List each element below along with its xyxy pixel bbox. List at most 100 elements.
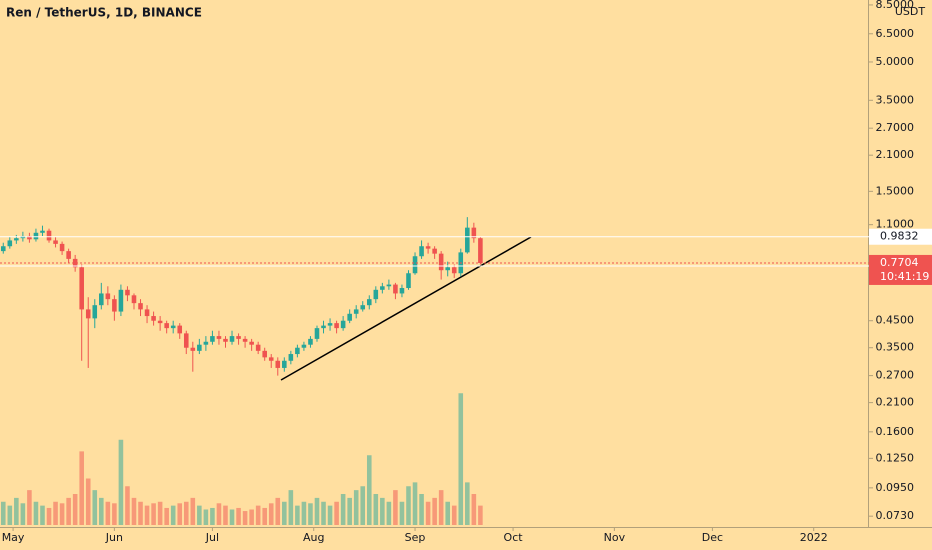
volume-bar <box>46 507 52 525</box>
candle-body <box>438 253 444 271</box>
volume-bar <box>373 494 379 525</box>
y-tick-label: 0.0950 <box>876 481 915 494</box>
last-price-box <box>869 254 932 285</box>
candle-body <box>99 293 104 306</box>
candle-body <box>112 299 117 312</box>
volume-bar <box>0 501 6 525</box>
price-level-label: 0.9832 <box>880 230 919 243</box>
y-tick-label: 3.5000 <box>876 93 915 106</box>
y-tick-label: 8.5000 <box>876 0 915 11</box>
candle-body <box>210 336 215 342</box>
volume-bar <box>210 507 215 525</box>
y-tick-label: 0.3500 <box>876 341 915 354</box>
volume-bar <box>14 497 19 525</box>
y-tick-label: 2.1000 <box>876 148 915 161</box>
candle-body <box>255 344 261 351</box>
volume-bar <box>321 501 326 525</box>
volume-bar <box>105 501 111 525</box>
candle-body <box>386 284 392 287</box>
volume-bar <box>72 494 78 525</box>
candle-body <box>33 232 39 240</box>
volume-bar <box>314 497 320 525</box>
x-tick-label: Dec <box>702 531 723 544</box>
x-tick-label: 2022 <box>800 531 828 544</box>
currency-label: USDT <box>895 5 926 18</box>
y-tick-label: 1.5000 <box>876 184 915 197</box>
volume-bar <box>53 501 58 525</box>
volume-bar <box>197 505 202 525</box>
volume-bar <box>125 486 130 525</box>
y-tick-label: 0.0730 <box>876 509 915 522</box>
candle-body <box>170 325 176 329</box>
trend-line[interactable] <box>280 236 532 381</box>
volume-bar <box>393 490 398 525</box>
candle-body <box>216 336 222 339</box>
candle-body <box>144 309 150 317</box>
volume-bar <box>183 501 189 525</box>
candle-body <box>360 305 366 310</box>
last-price-label: 0.7704 <box>880 256 919 269</box>
candle-body <box>334 323 339 329</box>
chart-title: Ren / TetherUS, 1D, BINANCE <box>6 6 202 20</box>
candle-body <box>85 309 91 319</box>
volume-bar <box>386 501 392 525</box>
candle-body <box>419 246 424 257</box>
candle-body <box>262 350 267 358</box>
candle-body <box>301 344 307 348</box>
candle-body <box>465 227 470 253</box>
candle-body <box>412 256 418 274</box>
candle-body <box>203 341 209 345</box>
volume-bar <box>164 507 169 525</box>
volume-bar <box>223 505 228 525</box>
volume-bar <box>138 501 143 525</box>
volume-bar <box>229 509 235 525</box>
volume-bar <box>471 494 477 525</box>
volume-bar <box>144 505 150 525</box>
volume-bar <box>7 505 13 525</box>
candle-body <box>406 273 411 289</box>
volume-bar <box>406 486 411 525</box>
candle-body <box>138 303 143 310</box>
candle-body <box>321 325 326 329</box>
volume-bar <box>236 507 241 525</box>
volume-bar <box>340 494 346 525</box>
price-level-box <box>869 228 932 245</box>
volume-bar <box>170 505 176 525</box>
candle-body <box>451 267 457 274</box>
candle-body <box>14 238 19 241</box>
volume-bar <box>419 494 424 525</box>
volume-bar <box>327 505 333 525</box>
volume-bar <box>360 486 366 525</box>
candle-body <box>249 341 254 345</box>
candle-body <box>347 313 352 321</box>
y-tick-label: 6.5000 <box>876 27 915 40</box>
candle-body <box>445 267 450 271</box>
volume-bar <box>282 501 287 525</box>
volume-bar <box>92 490 98 525</box>
volume-bar <box>353 490 359 525</box>
candle-body <box>177 325 183 334</box>
volume-bar <box>177 503 183 525</box>
candle-body <box>105 293 111 300</box>
candle-body <box>223 338 228 342</box>
candle-body <box>236 336 241 339</box>
candle-body <box>151 316 156 321</box>
candle-body <box>353 309 359 314</box>
candle-body <box>40 230 45 233</box>
volume-bar <box>295 505 300 525</box>
volume-bar <box>478 505 483 525</box>
y-tick-label: 0.2700 <box>876 369 915 382</box>
y-tick-label: 1.1000 <box>876 218 915 231</box>
volume-bar <box>59 503 65 525</box>
volume-bar <box>33 501 39 525</box>
volume-bar <box>112 503 117 525</box>
candle-body <box>295 347 300 355</box>
volume-bar <box>334 501 339 525</box>
candle-body <box>393 284 398 294</box>
volume-bar <box>347 497 352 525</box>
candle-body <box>125 289 130 296</box>
volume-bar <box>432 497 437 525</box>
candle-body <box>72 258 78 268</box>
volume-bar <box>242 511 248 525</box>
